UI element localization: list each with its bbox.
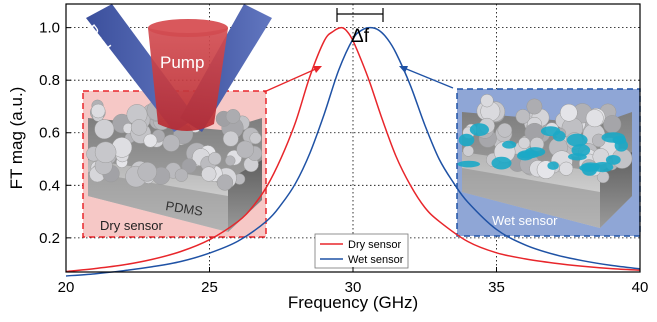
legend-box bbox=[314, 233, 409, 269]
water-droplet bbox=[592, 162, 614, 173]
laser-beams: Probe Pump bbox=[81, 4, 272, 132]
pore-particle bbox=[603, 115, 622, 134]
pore-particle bbox=[143, 133, 158, 148]
dry-inset-label: Dry sensor bbox=[100, 218, 164, 233]
legend-entry-dry: Dry sensor bbox=[348, 239, 402, 251]
water-droplet bbox=[612, 135, 627, 145]
delta-f-marker: Δf bbox=[336, 8, 384, 47]
x-tick-label: 30 bbox=[345, 279, 362, 296]
water-droplet bbox=[469, 123, 489, 136]
pore-particle bbox=[137, 162, 157, 182]
pore-particle bbox=[480, 94, 494, 108]
water-droplet bbox=[517, 150, 540, 159]
wet-arrow bbox=[403, 67, 454, 89]
dry-arrow-head bbox=[313, 66, 322, 73]
pore-particle bbox=[518, 136, 531, 150]
pore-particle bbox=[162, 134, 180, 152]
wet-pdms-layer bbox=[462, 168, 600, 228]
y-tick-label: 1.0 bbox=[39, 20, 60, 37]
pore-particle bbox=[201, 166, 217, 182]
pore-particle bbox=[559, 103, 578, 122]
pore-particle bbox=[585, 109, 604, 128]
wet-arrow-head bbox=[399, 66, 408, 73]
dry-sensor-line bbox=[65, 26, 641, 273]
pore-particle bbox=[225, 109, 241, 124]
wet-porous-texture bbox=[457, 94, 633, 184]
pore-particle bbox=[216, 174, 234, 191]
pore-particle bbox=[94, 141, 117, 164]
pdms-label: PDMS bbox=[165, 198, 205, 219]
pore-particle bbox=[236, 140, 255, 159]
x-tick-label: 20 bbox=[58, 279, 75, 296]
legend: Dry sensor Wet sensor bbox=[314, 233, 409, 269]
y-tick-label: 0.2 bbox=[39, 230, 60, 247]
axis-ticks: 20 25 30 35 40 0.2 0.4 0.6 0.8 1.0 bbox=[39, 20, 648, 296]
y-axis-label: FT mag (a.u.) bbox=[7, 87, 26, 190]
pore-particle bbox=[526, 98, 543, 115]
pore-particle bbox=[224, 155, 236, 166]
water-droplet bbox=[571, 144, 591, 157]
water-droplet bbox=[502, 140, 517, 149]
delta-f-label: Δf bbox=[351, 26, 370, 47]
y-tick-label: 0.4 bbox=[39, 177, 60, 194]
water-droplet bbox=[458, 133, 475, 147]
wet-sensor-inset: Wet sensor bbox=[456, 88, 641, 237]
inset-arrows bbox=[263, 66, 454, 93]
x-tick-label: 40 bbox=[632, 279, 649, 296]
pump-beam bbox=[148, 28, 228, 131]
y-tick-label: 0.6 bbox=[39, 125, 60, 142]
water-droplet bbox=[491, 156, 512, 170]
water-droplet bbox=[605, 155, 621, 165]
pore-particle bbox=[462, 145, 474, 157]
pore-particle bbox=[94, 119, 115, 140]
pump-label: Pump bbox=[160, 53, 204, 72]
pore-particle bbox=[515, 109, 531, 124]
x-axis-label: Frequency (GHz) bbox=[288, 293, 418, 312]
legend-entry-wet: Wet sensor bbox=[348, 254, 404, 266]
dry-arrow bbox=[263, 67, 319, 93]
y-tick-label: 0.8 bbox=[39, 72, 60, 89]
series-lines bbox=[65, 26, 641, 277]
wet-sensor-line bbox=[65, 26, 641, 277]
water-droplet bbox=[566, 133, 588, 147]
pore-particle bbox=[90, 103, 106, 119]
water-droplet bbox=[457, 160, 481, 168]
pore-particle bbox=[208, 152, 222, 166]
x-tick-label: 35 bbox=[488, 279, 505, 296]
water-droplet bbox=[540, 126, 561, 136]
pore-particle bbox=[222, 130, 239, 147]
pore-particle bbox=[249, 132, 262, 145]
pore-particle bbox=[174, 168, 189, 182]
pdms-layer bbox=[88, 172, 228, 232]
water-droplet bbox=[547, 161, 559, 170]
pore-particle bbox=[497, 122, 513, 138]
pore-particle bbox=[559, 161, 574, 176]
wet-inset-label: Wet sensor bbox=[492, 213, 558, 228]
pore-particle bbox=[181, 158, 197, 174]
x-tick-label: 25 bbox=[201, 279, 218, 296]
pore-particle bbox=[130, 119, 148, 136]
water-droplet bbox=[581, 164, 598, 176]
